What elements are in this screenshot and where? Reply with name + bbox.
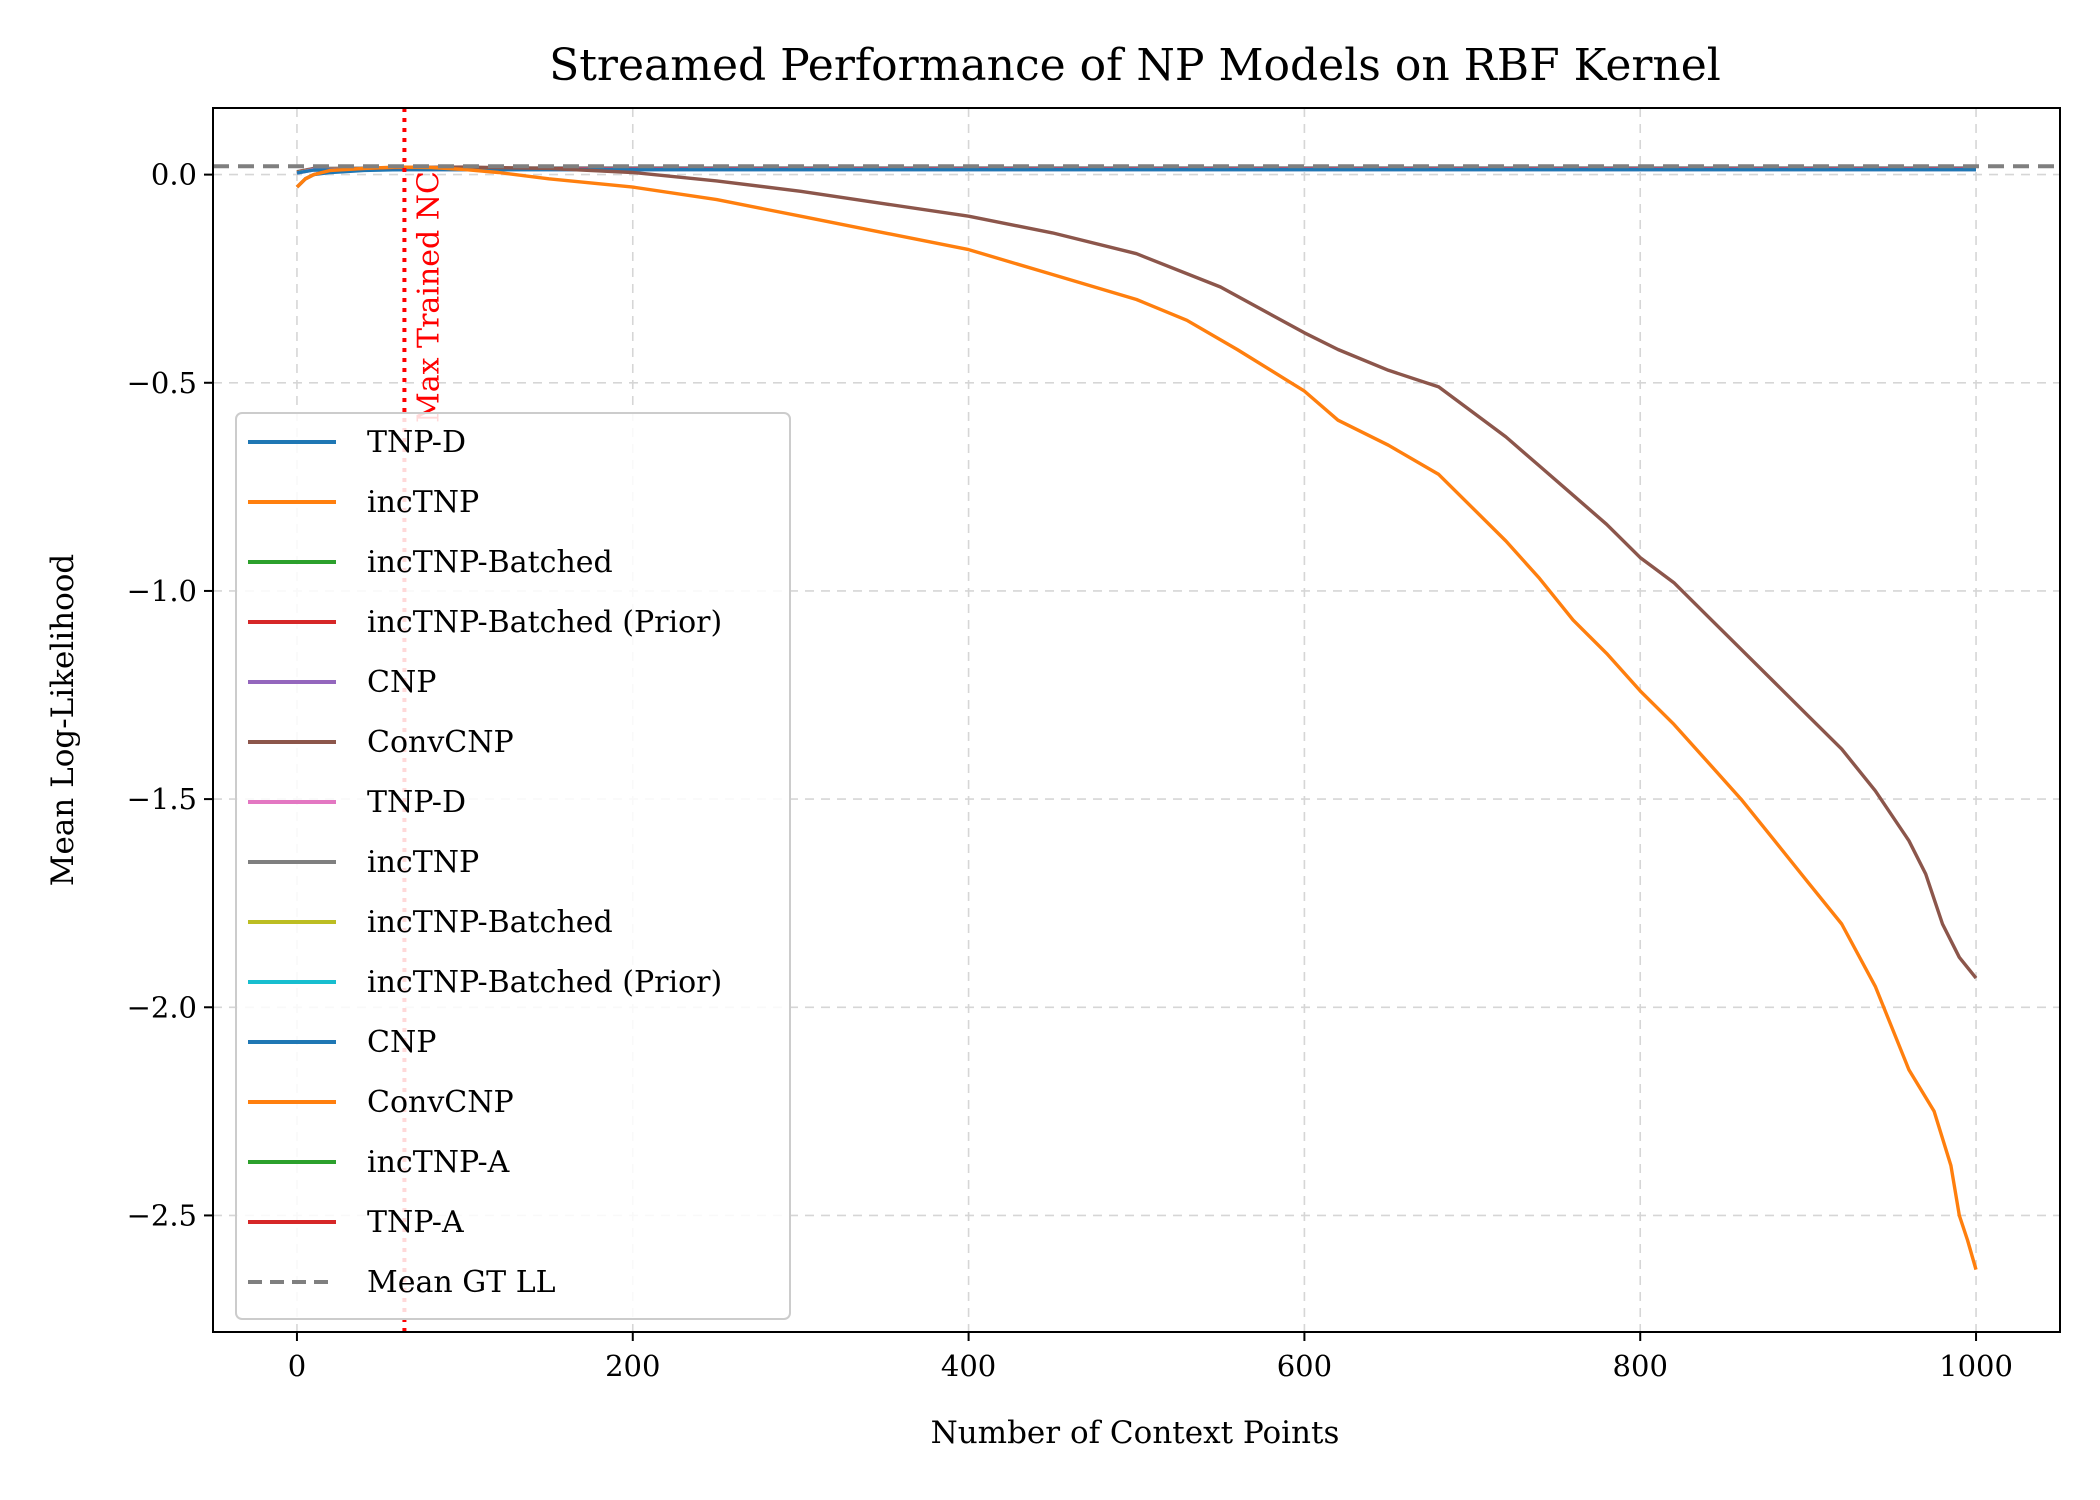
legend-entry-label: incTNP-Batched (Prior) (367, 965, 722, 1000)
legend-entry-label: ConvCNP (367, 1085, 514, 1120)
legend: TNP-D incTNP incTNP-Batched incTNP-Batched … (235, 412, 791, 1320)
legend-entry-label: incTNP (367, 485, 479, 520)
y-tick-label: −1.5 (127, 782, 197, 816)
y-axis-label: Mean Log-Likelihood (45, 554, 81, 887)
legend-entry-label: TNP-D (367, 785, 466, 820)
max-trained-nc-label: Max Trained NC (411, 171, 446, 423)
legend-entry-label: Mean GT LL (367, 1265, 556, 1300)
x-tick-label: 1000 (1939, 1349, 2013, 1383)
x-tick-label: 800 (1613, 1349, 1668, 1383)
legend-entry-label: incTNP-Batched (367, 545, 613, 580)
chart-title: Streamed Performance of NP Models on RBF… (549, 40, 1721, 91)
legend-entry-label: CNP (367, 1025, 436, 1060)
legend-entry-label: incTNP-A (367, 1145, 510, 1180)
x-tick-label: 400 (941, 1349, 996, 1383)
axis-ticks: 0 200 400 600 800 1000 0.0 −0.5 −1.0 −1.5 −2.0 −2.5 (127, 158, 2013, 1383)
series-line-2 (295, 165, 1978, 1271)
x-axis-label: Number of Context Points (931, 1415, 1340, 1451)
legend-box (235, 412, 791, 1320)
x-tick-label: 0 (288, 1349, 306, 1383)
legend-entry-label: ConvCNP (367, 725, 514, 760)
legend-entry-label: TNP-A (367, 1205, 464, 1240)
x-tick-label: 600 (1277, 1349, 1332, 1383)
legend-entry-label: incTNP (367, 845, 479, 880)
y-tick-label: −2.0 (127, 990, 197, 1024)
legend-entry-label: CNP (367, 665, 436, 700)
y-tick-label: 0.0 (151, 158, 197, 192)
x-tick-label: 200 (605, 1349, 660, 1383)
legend-entry-label: TNP-D (367, 425, 466, 460)
plot-frame (212, 107, 2061, 1333)
plot-series (295, 165, 1978, 1271)
y-tick-label: −0.5 (127, 366, 197, 400)
y-tick-label: −2.5 (127, 1198, 197, 1232)
legend-entry-label: incTNP-Batched (Prior) (367, 605, 722, 640)
legend-entry-label: incTNP-Batched (367, 905, 613, 940)
y-tick-label: −1.0 (127, 574, 197, 608)
